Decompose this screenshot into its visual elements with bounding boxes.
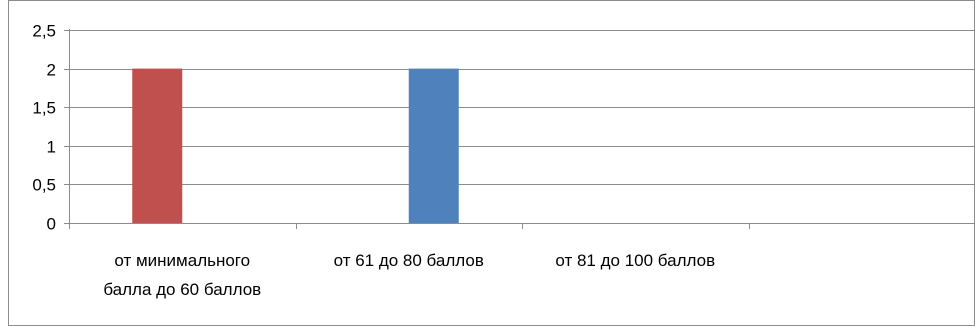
bar [408,68,459,223]
x-axis-category-labels: от минимального балла до 60 баллов от 61 д… [103,251,715,299]
x-category-label: от 61 до 80 баллов [334,251,484,270]
x-category-label: от минимального [114,251,250,270]
bars [132,68,459,223]
y-tick-label: 0 [47,215,56,234]
axes [64,29,975,229]
y-tick-label: 2,5 [32,22,56,41]
y-axis-tick-labels: 0 0,5 1 1,5 2 2,5 [32,22,56,234]
bar [132,68,183,223]
x-category-label: от 81 до 100 баллов [555,251,715,270]
x-category-label: балла до 60 баллов [103,280,261,299]
y-tick-label: 2 [47,61,56,80]
y-tick-label: 1,5 [32,99,56,118]
y-tick-label: 1 [47,138,56,157]
y-tick-label: 0,5 [32,176,56,195]
gridlines [69,30,975,185]
